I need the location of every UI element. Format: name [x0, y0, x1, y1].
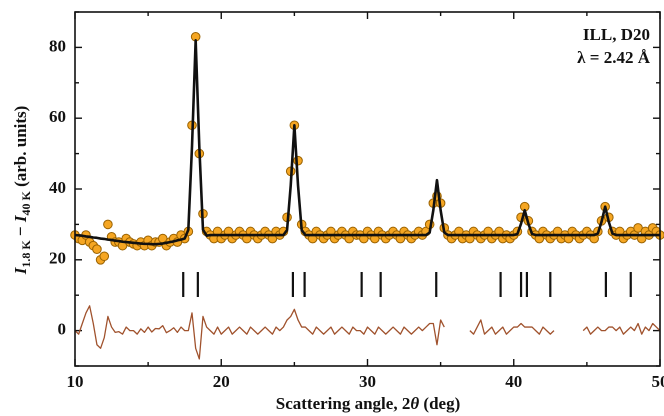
y-label-part: I [11, 266, 30, 275]
x-label-part: Scattering angle, 2 [276, 394, 411, 413]
observed-point [293, 155, 303, 166]
y-tick-label: 60 [49, 107, 66, 126]
y-label-part: (arb. units) [11, 106, 30, 191]
y-tick-label: 40 [49, 178, 66, 197]
line [74, 305, 661, 360]
y-tick-label: 20 [49, 249, 66, 268]
observed-point [103, 219, 113, 230]
observed-point [99, 251, 110, 262]
line [74, 39, 660, 246]
y-label-part: 1.8 K [19, 240, 33, 268]
x-label-part: (deg) [419, 394, 460, 413]
x-label-part: θ [410, 394, 419, 413]
x-tick-label: 20 [213, 372, 230, 391]
annotation: λ = 2.42 Å [577, 48, 651, 67]
annotation: ILL, D20 [583, 25, 650, 44]
y-label-part: − [11, 222, 30, 240]
x-axis-label: Scattering angle, 2θ (deg) [276, 394, 460, 413]
x-tick-label: 30 [359, 372, 376, 391]
y-tick-label: 80 [49, 36, 66, 55]
y-label-part: I [11, 214, 30, 223]
x-tick-label: 40 [505, 372, 522, 391]
y-axis-label: I1.8 K − I40 K (arb. units) [11, 106, 33, 276]
x-tick-label: 50 [652, 372, 664, 391]
y-tick-label: 0 [58, 320, 67, 339]
x-tick-label: 10 [67, 372, 84, 391]
observed-point [92, 244, 102, 254]
y-label-part: 40 K [19, 191, 33, 216]
plot-frame [74, 11, 661, 367]
